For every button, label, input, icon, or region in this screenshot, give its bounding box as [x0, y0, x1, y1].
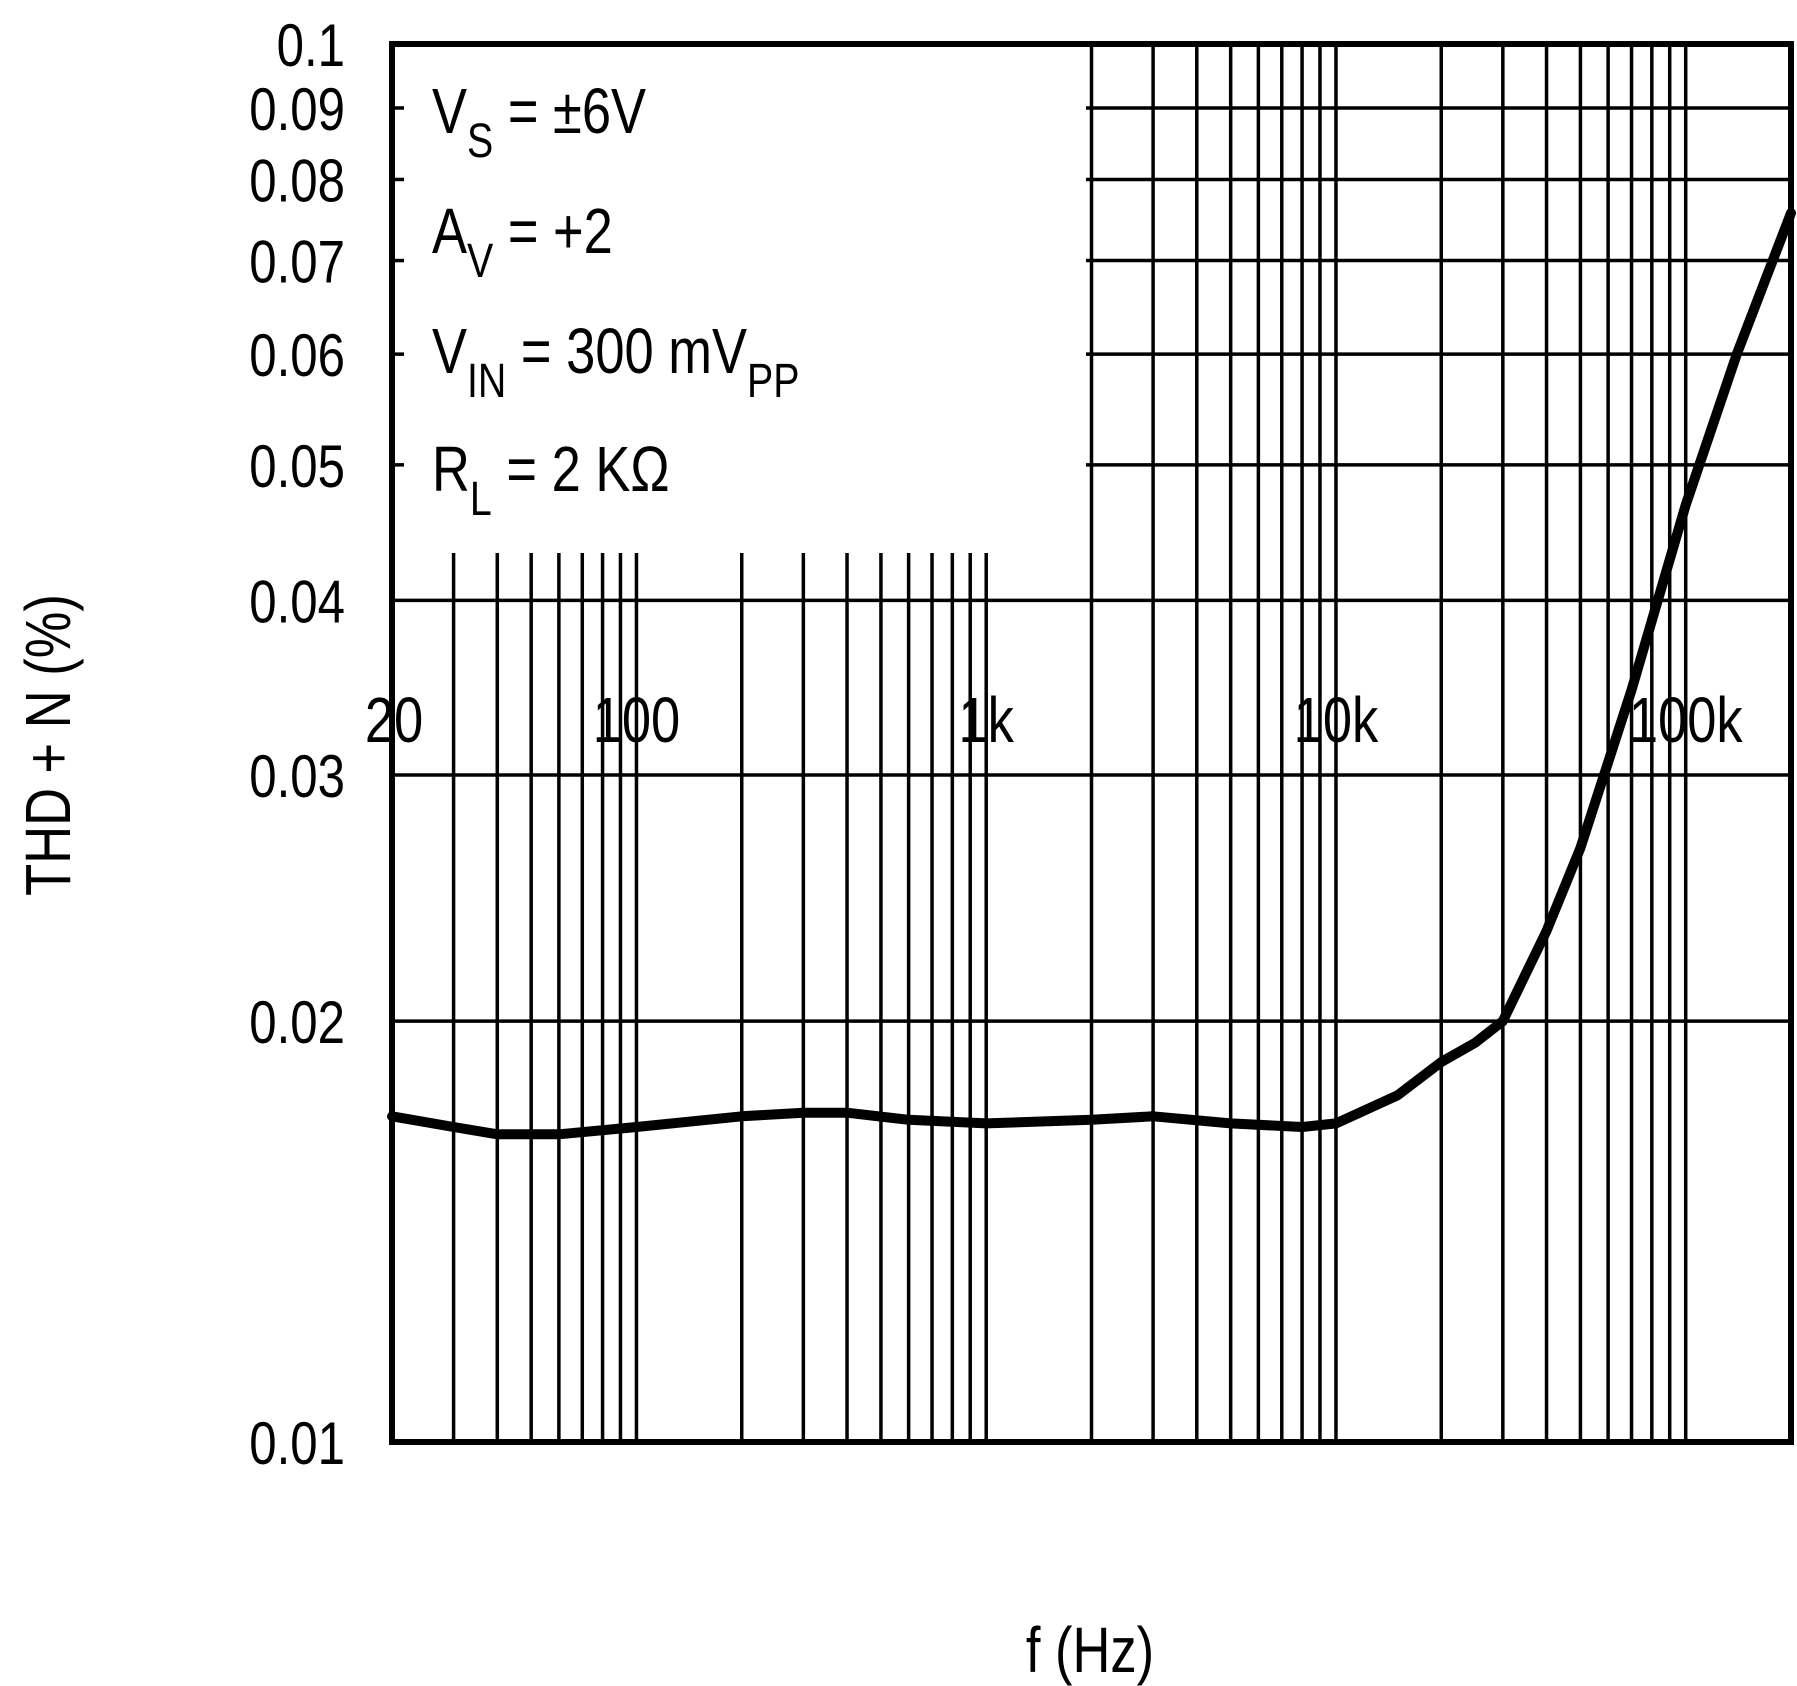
- annotation-part: = ±6V: [493, 76, 646, 147]
- annotation-part: = +2: [493, 196, 613, 267]
- annotation-line: VIN = 300 mVPP: [432, 316, 799, 408]
- y-tick-label: 0.04: [249, 568, 345, 636]
- annotation-part: A: [432, 196, 467, 267]
- y-tick-label: 0.08: [249, 147, 345, 215]
- y-tick-label: 0.06: [249, 321, 345, 389]
- annotation-part: L: [470, 472, 492, 526]
- x-tick-label: 10k: [1294, 685, 1379, 756]
- y-tick-label: 0.02: [249, 988, 345, 1056]
- annotation-box-background: [392, 44, 1086, 553]
- annotation-part: V: [432, 316, 467, 387]
- annotation-part: S: [467, 114, 493, 168]
- y-axis-label: THD + N (%): [13, 594, 84, 896]
- annotation-line: AV = +2: [432, 196, 613, 288]
- y-tick-label: 0.07: [249, 228, 345, 296]
- annotation-line: VS = ±6V: [432, 76, 646, 168]
- annotation-line: RL = 2 KΩ: [432, 434, 670, 526]
- annotation-part: R: [432, 434, 470, 505]
- annotation-part: IN: [467, 354, 506, 408]
- annotation-part: PP: [747, 354, 799, 408]
- annotation-part: V: [432, 76, 467, 147]
- x-tick-label: 20: [365, 685, 423, 756]
- y-tick-label: 0.01: [249, 1409, 345, 1477]
- annotation-part: = 2 KΩ: [492, 434, 670, 505]
- plot-frame: [389, 41, 1794, 1445]
- annotation-part: V: [467, 234, 494, 288]
- x-tick-label: 100: [593, 685, 681, 756]
- y-tick-label: 0.1: [277, 11, 345, 79]
- series-line-thd: [387, 208, 1796, 1140]
- annotation-part: = 300 mV: [506, 316, 747, 387]
- y-tick-label: 0.03: [249, 742, 345, 810]
- x-axis-label: f (Hz): [1026, 1615, 1154, 1686]
- y-tick-labels: 0.01 0.02 0.03 0.04 0.05 0.06 0.07 0.080.090.1: [249, 11, 345, 1477]
- y-tick-label: 0.05: [249, 432, 345, 500]
- x-tick-label: 100k: [1629, 685, 1743, 756]
- x-tick-labels: 20 100 1k 10k 100k: [365, 685, 1743, 756]
- y-tick-label: 0.09: [249, 75, 345, 143]
- x-tick-label: 1k: [959, 685, 1015, 756]
